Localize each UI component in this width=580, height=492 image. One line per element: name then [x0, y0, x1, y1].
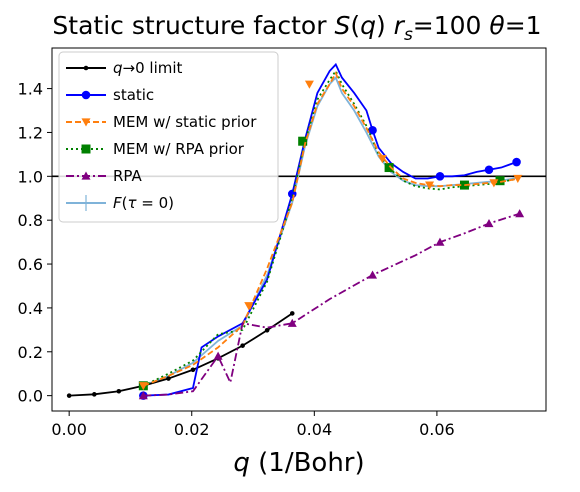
series-line	[143, 62, 520, 397]
axis-ticks: 0.00 0.02 0.04 0.06 0.0 0.2 0.4 0.6 0.8 1.0 1.2 1.4	[18, 80, 455, 439]
data-point	[298, 136, 308, 146]
y-tick-label: 0.4	[18, 299, 43, 318]
legend-marker	[81, 144, 91, 154]
data-point	[489, 179, 499, 188]
legend-marker	[81, 171, 91, 180]
legend-marker	[83, 65, 89, 71]
series-line	[142, 69, 520, 387]
y-tick-label: 1.4	[18, 80, 43, 99]
legend-item: q→0 limit	[66, 59, 183, 77]
legend-item: RPA	[66, 167, 143, 185]
series-4	[138, 209, 525, 400]
y-tick-label: 1.2	[18, 123, 43, 142]
legend-item: static	[66, 86, 154, 104]
data-point	[213, 351, 223, 360]
y-tick-label: 0.6	[18, 255, 43, 274]
data-point	[435, 172, 445, 181]
series-line	[69, 312, 293, 397]
legend-marker	[81, 90, 91, 100]
data-point	[66, 393, 72, 398]
data-point	[512, 157, 521, 167]
y-tick-label: 0.8	[18, 211, 43, 230]
data-point	[190, 367, 196, 373]
legend-item: MEM w/ RPA prior	[66, 140, 245, 158]
y-tick-label: 1.0	[18, 167, 43, 186]
x-axis-label: q (1/Bohr)	[233, 448, 364, 478]
data-point	[484, 218, 494, 228]
data-point	[138, 391, 148, 400]
legend: q→0 limit static MEM w/ static prior MEM w/…	[58, 51, 279, 223]
data-point	[289, 311, 295, 316]
data-point	[264, 327, 270, 333]
series-1	[139, 62, 521, 400]
series-group	[66, 62, 525, 400]
series-2	[138, 71, 523, 391]
y-tick-label: 0.0	[18, 387, 43, 406]
legend-label: static	[113, 86, 154, 104]
legend-label: MEM w/ RPA prior	[113, 140, 245, 158]
series-0	[66, 311, 295, 398]
data-point	[484, 165, 494, 175]
legend-marker	[81, 118, 91, 127]
y-tick-label: 0.2	[18, 343, 43, 362]
data-point	[513, 174, 523, 184]
data-point	[304, 80, 314, 89]
title-prefix: Static structure factor	[52, 11, 334, 40]
data-point	[116, 388, 122, 394]
data-point	[138, 382, 148, 391]
data-point	[91, 392, 97, 397]
plot-frame	[51, 47, 547, 412]
x-tick-label: 0.02	[174, 420, 210, 439]
legend-item: MEM w/ static prior	[66, 113, 257, 131]
data-point	[495, 176, 505, 186]
data-point	[368, 270, 378, 279]
legend-label: q→0 limit	[113, 59, 183, 77]
legend-label: F(τ = 0)	[113, 194, 174, 212]
legend-label: MEM w/ static prior	[113, 113, 257, 131]
data-point	[425, 181, 435, 190]
legend-box	[58, 51, 279, 223]
series-line	[143, 212, 520, 397]
title-s: S	[334, 11, 350, 40]
data-point	[384, 163, 394, 173]
data-point	[368, 125, 377, 135]
legend-label: RPA	[113, 167, 143, 185]
data-point	[166, 376, 171, 381]
data-point	[240, 343, 245, 348]
data-point	[435, 237, 445, 246]
data-point	[244, 302, 254, 311]
x-tick-label: 0.06	[419, 420, 455, 439]
legend-item: F(τ = 0)	[66, 194, 174, 212]
x-tick-label: 0.00	[51, 420, 87, 439]
chart-title: Static structure factor S(q) rs=100 θ=1	[52, 11, 541, 45]
data-point	[515, 209, 525, 218]
x-tick-label: 0.04	[297, 420, 333, 439]
data-point	[287, 318, 297, 327]
data-point	[377, 155, 387, 164]
